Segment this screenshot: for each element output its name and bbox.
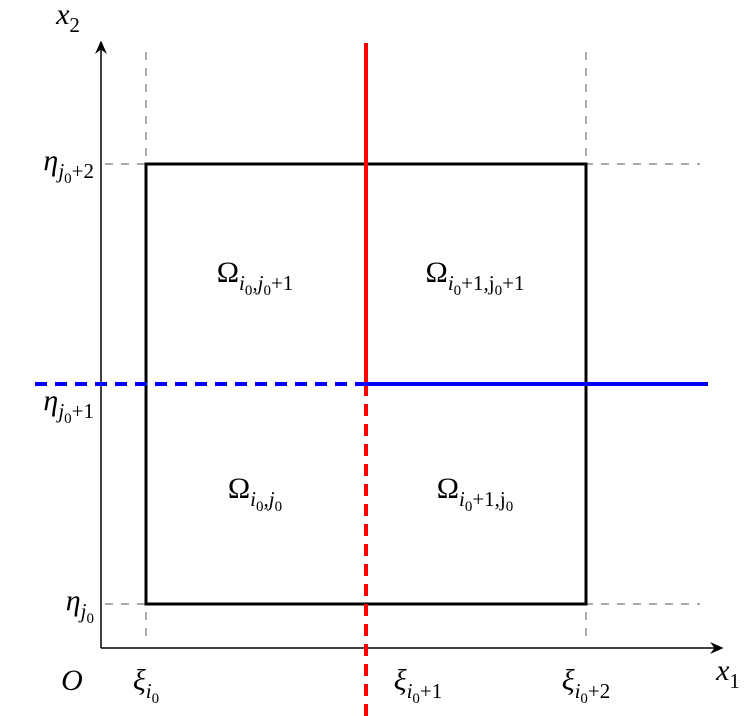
label-run: 0 [152, 691, 160, 707]
y-axis-label: x2 [55, 0, 80, 37]
label-run: η [66, 584, 81, 617]
y-tick-label: ηj0+1 [43, 384, 94, 427]
label-run: 0 [87, 611, 95, 627]
label-run: η [43, 144, 58, 177]
label-run: 0 [64, 171, 72, 187]
y-tick-label: ηj0+2 [43, 144, 94, 187]
x-tick-label: ξi0+1 [394, 664, 443, 707]
region-label: Ωi0+1,j0 [437, 472, 514, 515]
region-label: Ωi0,j0+1 [217, 256, 294, 299]
label-run: Ω [426, 256, 448, 289]
y-tick-label: ηj0 [66, 584, 94, 627]
label-run: i [407, 679, 413, 703]
label-run: i [459, 487, 465, 511]
label-run: +1,j [461, 271, 494, 295]
label-run: ,j [264, 487, 275, 511]
label-run: 2 [69, 13, 80, 37]
label-run: 0 [256, 499, 264, 515]
label-run: η [43, 384, 58, 417]
label-run: 0 [506, 499, 514, 515]
label-run: ,j [252, 271, 263, 295]
x-tick-label: ξi0+2 [562, 664, 611, 707]
label-run: j [55, 399, 64, 423]
label-run: +2 [72, 159, 94, 183]
label-run: ξ [394, 664, 407, 697]
label-run: ξ [133, 664, 146, 697]
label-run: i [250, 487, 256, 511]
label-run: +2 [588, 679, 610, 703]
label-run: 0 [245, 283, 253, 299]
label-run: i [575, 679, 581, 703]
label-run: j [55, 159, 64, 183]
label-run: 0 [275, 499, 283, 515]
label-run: +1 [271, 271, 293, 295]
region-label: Ωi0,j0 [228, 472, 282, 515]
label-run: +1 [420, 679, 442, 703]
label-run: 0 [465, 499, 473, 515]
label-run: 0 [263, 283, 271, 299]
label-run: 0 [495, 283, 503, 299]
label-run: x [715, 654, 730, 687]
label-run: +1 [502, 271, 524, 295]
label-run: x [55, 0, 70, 31]
x-tick-label: ξi0 [133, 664, 159, 707]
origin-label: O [61, 664, 83, 697]
label-run: j [78, 599, 87, 623]
label-run: i [448, 271, 454, 295]
label-run: Ω [437, 472, 459, 505]
x-axis-label: x1 [715, 654, 740, 693]
region-label: Ωi0+1,j0+1 [426, 256, 525, 299]
label-run: i [239, 271, 245, 295]
label-run: +1,j [472, 487, 505, 511]
label-run: 1 [729, 669, 740, 693]
label-run: i [146, 679, 152, 703]
label-run: 0 [412, 691, 420, 707]
label-run: 0 [454, 283, 462, 299]
label-run: Ω [228, 472, 250, 505]
label-run: Ω [217, 256, 239, 289]
label-run: +1 [72, 399, 94, 423]
label-run: 0 [580, 691, 588, 707]
label-run: 0 [64, 411, 72, 427]
label-run: ξ [562, 664, 575, 697]
